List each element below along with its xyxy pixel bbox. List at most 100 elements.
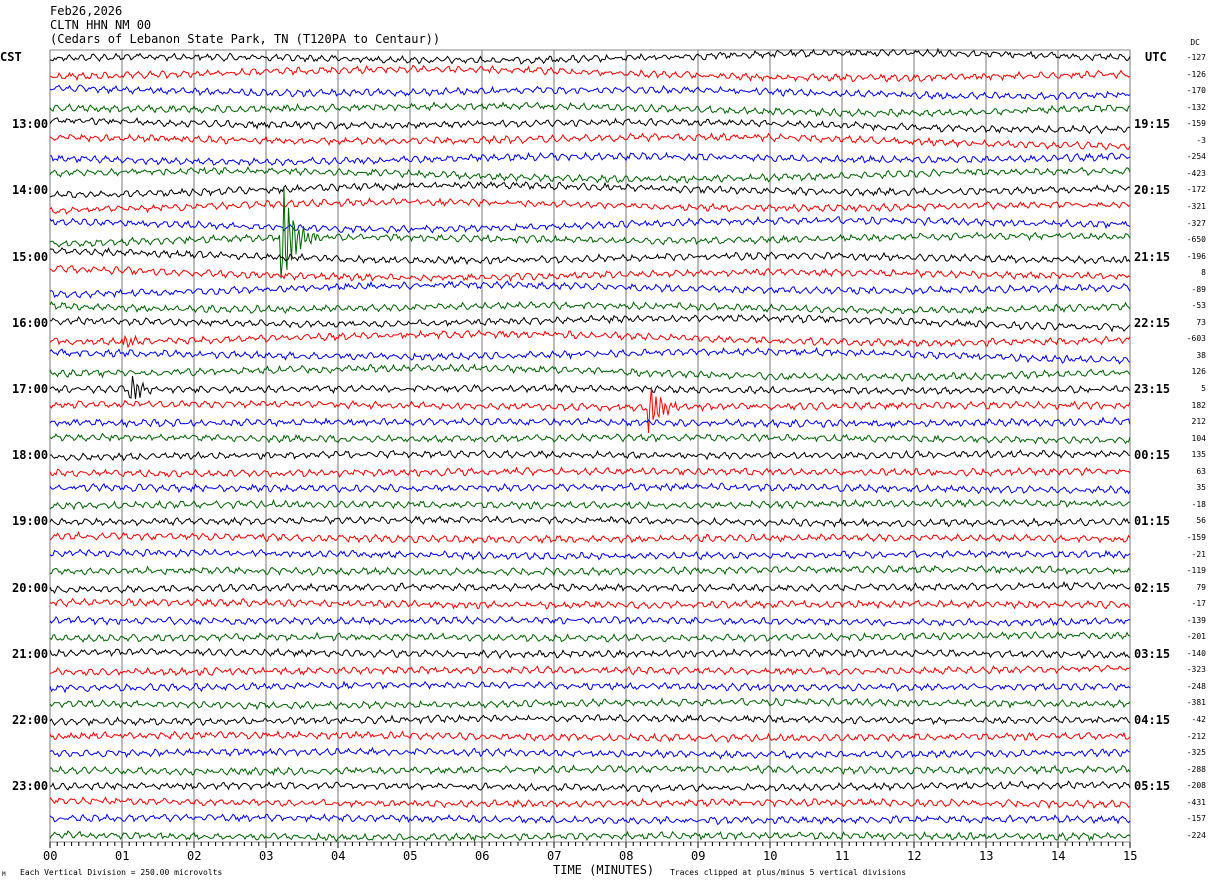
trace-line (49, 132, 1131, 151)
x-tick-label: 14 (1051, 849, 1066, 863)
dc-offset: -21 (1191, 549, 1206, 559)
trace-line (49, 697, 1131, 711)
x-tick-label: 02 (187, 849, 202, 863)
dc-offset: 104 (1191, 433, 1206, 443)
utc-time-label: 02:15 (1134, 580, 1171, 595)
trace-line (49, 796, 1131, 810)
utc-time-label: 05:15 (1134, 779, 1171, 794)
trace-line (49, 64, 1131, 83)
x-tick-label: 09 (691, 849, 706, 863)
trace-line (49, 449, 1131, 462)
x-tick-label: 04 (331, 849, 346, 863)
dc-offset: -208 (1186, 781, 1206, 791)
plot-frame (49, 49, 1131, 843)
utc-time-label: 01:15 (1134, 514, 1171, 529)
dc-offset: -603 (1186, 334, 1206, 344)
x-axis-label: TIME (MINUTES) (553, 863, 655, 877)
utc-time-label: 21:15 (1134, 249, 1171, 264)
dc-offset: -3 (1196, 135, 1206, 145)
cst-time-label: 17:00 (12, 382, 49, 396)
dc-offset: 212 (1191, 417, 1206, 427)
dc-offset: -423 (1186, 168, 1206, 178)
utc-time-label: 20:15 (1134, 183, 1171, 198)
x-tick-label: 12 (907, 849, 922, 863)
dc-offset: -17 (1191, 599, 1206, 609)
dc-offset: -53 (1191, 301, 1206, 311)
date: Feb26,2026 (50, 4, 123, 18)
trace-line (49, 117, 1131, 135)
trace-line (49, 386, 1131, 433)
x-tick-label: 06 (475, 849, 490, 863)
cst-time-label: 21:00 (12, 646, 49, 661)
utc-time-label: 00:15 (1134, 448, 1171, 463)
trace-line (49, 265, 1131, 283)
dc-offset: 79 (1196, 582, 1206, 592)
dc-offset: -89 (1191, 284, 1206, 294)
dc-offset: -321 (1186, 201, 1206, 211)
trace-line (49, 346, 1131, 365)
trace-line (49, 615, 1131, 627)
trace-line (49, 780, 1131, 793)
dc-offset: -132 (1186, 102, 1206, 112)
trace-line (49, 280, 1131, 299)
cst-time-label: 13:00 (12, 117, 49, 132)
trace-line (49, 416, 1131, 429)
trace-line (49, 166, 1131, 184)
dc-offset: -224 (1186, 830, 1206, 840)
dc-offset: -127 (1186, 53, 1206, 62)
trace-line (49, 432, 1131, 445)
station: CLTN HHN NM 00 (50, 18, 152, 32)
right-timezone: UTC (1145, 50, 1167, 64)
trace-line (49, 713, 1131, 727)
trace-line (49, 647, 1131, 660)
trace-line (49, 301, 1131, 315)
x-tick-label: 08 (619, 849, 634, 863)
trace-line (49, 482, 1131, 495)
trace-line (49, 830, 1131, 843)
dc-offset: -381 (1186, 698, 1206, 708)
utc-time-label: 19:15 (1134, 117, 1171, 132)
trace-line (49, 84, 1131, 100)
dc-offset: 5 (1201, 384, 1206, 393)
dc-offset: -139 (1186, 615, 1206, 625)
x-tick-label: 11 (835, 849, 850, 863)
trace-line (49, 180, 1131, 199)
dc-label: DC (1190, 38, 1200, 47)
trace-line (49, 597, 1131, 610)
dc-offset: -327 (1186, 218, 1206, 228)
x-tick-label: 00 (43, 849, 58, 863)
x-tick-label: 13 (979, 849, 994, 863)
trace-line (49, 363, 1131, 383)
dc-offset: -650 (1186, 235, 1206, 245)
cst-time-label: 18:00 (12, 448, 49, 463)
dc-offset: -254 (1186, 152, 1206, 162)
utc-time-label: 03:15 (1134, 646, 1171, 661)
dc-offset: 35 (1196, 483, 1206, 493)
dc-offset: -157 (1186, 814, 1206, 824)
x-tick-label: 15 (1123, 849, 1138, 863)
corner-mark: M (2, 871, 6, 878)
trace-line (49, 631, 1131, 644)
dc-offset: -159 (1186, 119, 1206, 129)
cst-time-label: 23:00 (12, 779, 49, 794)
dc-offset: -159 (1186, 532, 1206, 542)
left-timezone: CST (0, 50, 22, 64)
utc-time-label: 22:15 (1134, 315, 1171, 330)
trace-line (49, 746, 1131, 760)
dc-offset: -431 (1186, 797, 1206, 807)
trace-line (49, 730, 1131, 743)
dc-offset: -172 (1186, 185, 1206, 195)
cst-time-label: 16:00 (12, 315, 49, 330)
scale-note: Each Vertical Division = 250.00 microvol… (20, 868, 223, 877)
trace-line (49, 680, 1131, 694)
dc-offset: -119 (1186, 566, 1206, 576)
trace-line (49, 498, 1131, 511)
dc-offset: -170 (1186, 86, 1206, 96)
cst-time-label: 20:00 (12, 580, 49, 595)
x-tick-label: 03 (259, 849, 274, 863)
dc-offset: 182 (1191, 400, 1206, 410)
cst-time-label: 15:00 (12, 249, 49, 264)
dc-offset: -18 (1191, 499, 1206, 509)
dc-offset: -140 (1186, 648, 1206, 658)
